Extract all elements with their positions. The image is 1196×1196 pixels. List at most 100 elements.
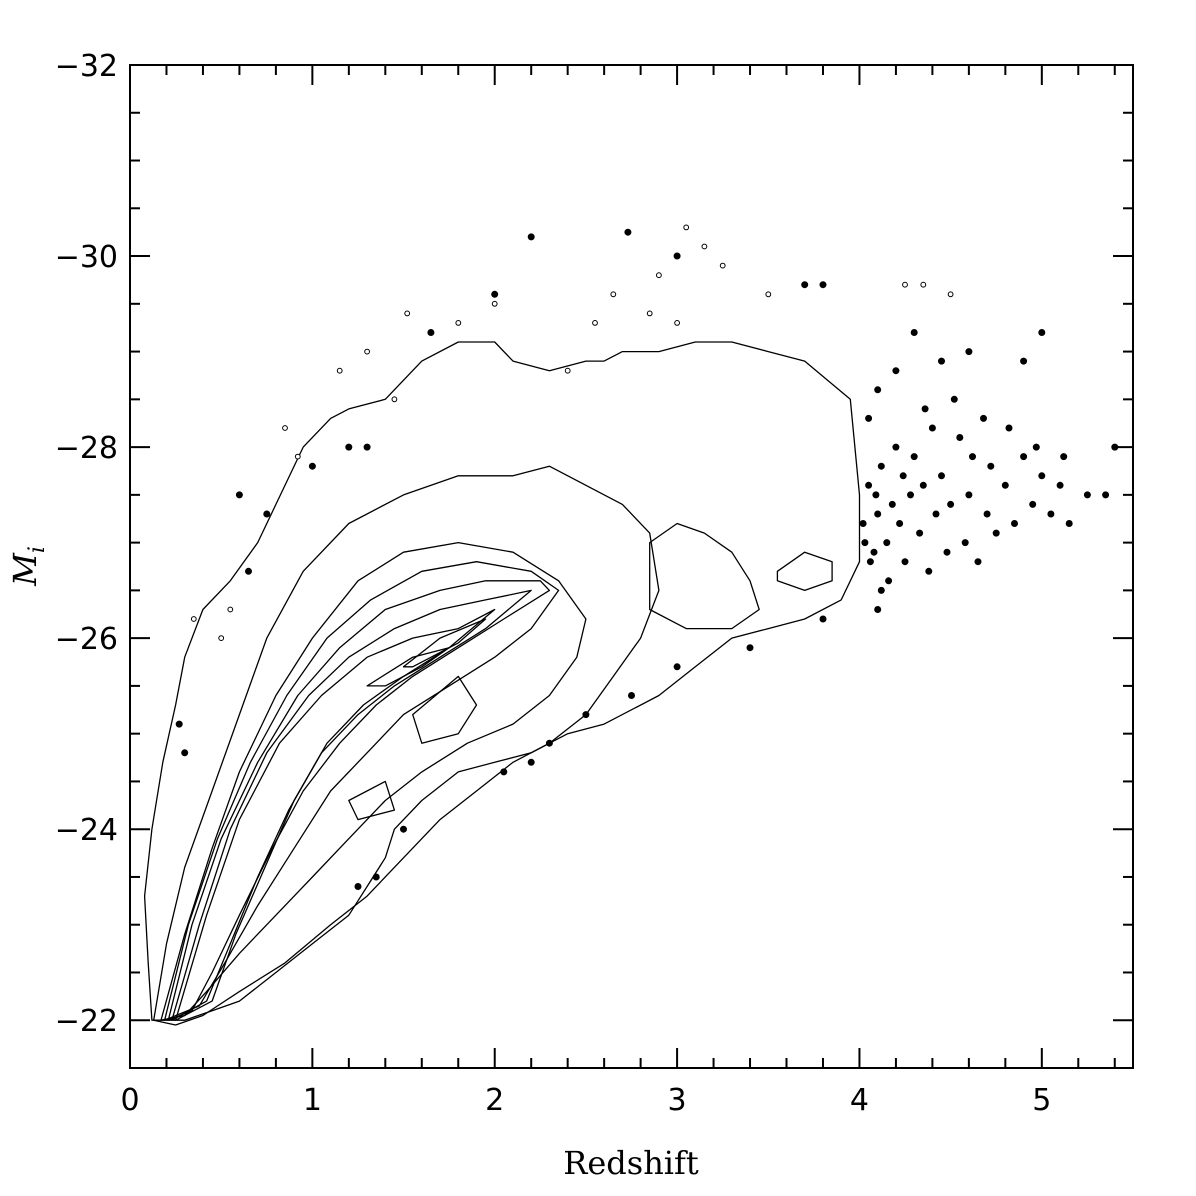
filled-point-36 <box>1065 520 1073 527</box>
filled-point-16 <box>928 424 936 432</box>
y-tick-label--24: −24 <box>55 813 118 848</box>
filled-point-15 <box>925 567 933 575</box>
filled-point-5 <box>877 462 885 470</box>
filled-point-83 <box>819 615 827 623</box>
y-tick-label--22: −22 <box>55 1004 118 1039</box>
filled-point-80 <box>628 692 635 699</box>
filled-point-72 <box>363 443 371 451</box>
filled-point-35 <box>1056 481 1064 489</box>
filled-point-38 <box>1102 491 1110 499</box>
open-point-7 <box>404 310 411 317</box>
x-tick-label-2: 2 <box>485 1083 504 1118</box>
filled-point-7 <box>888 500 896 508</box>
filled-point-18 <box>938 472 945 480</box>
filled-point-68 <box>263 510 271 518</box>
filled-point-17 <box>932 510 940 518</box>
x-tick-label-1: 1 <box>303 1083 322 1118</box>
filled-point-43 <box>910 329 918 336</box>
open-point-16 <box>701 243 708 250</box>
open-point-17 <box>719 262 726 269</box>
filled-point-78 <box>545 739 553 747</box>
open-point-13 <box>646 310 653 317</box>
y-axis-title-subscript: i <box>25 546 50 553</box>
filled-point-28 <box>992 529 1000 537</box>
contour-line-13 <box>776 551 833 592</box>
filled-point-63 <box>527 233 535 241</box>
svg-text:Mi: Mi <box>6 546 50 587</box>
filled-point-14 <box>919 481 927 489</box>
filled-point-82 <box>746 644 754 652</box>
open-point-9 <box>491 300 498 307</box>
y-tick-label--28: −28 <box>55 431 118 466</box>
filled-point-27 <box>987 462 995 470</box>
open-point-10 <box>564 367 571 374</box>
open-point-2 <box>282 425 288 431</box>
filled-point-21 <box>956 434 964 441</box>
filled-point-66 <box>427 329 435 336</box>
filled-point-8 <box>892 443 900 451</box>
open-point-12 <box>610 291 617 298</box>
filled-point-56 <box>980 414 987 422</box>
y-tick-label--30: −30 <box>55 240 118 275</box>
open-point-4 <box>336 367 343 374</box>
open-point-18 <box>674 320 680 326</box>
filled-point-81 <box>673 663 681 671</box>
contour-line-2 <box>153 465 660 1026</box>
x-axis-title: Redshift <box>563 1144 699 1182</box>
filled-point-12 <box>910 453 918 461</box>
filled-point-71 <box>345 443 353 451</box>
filled-point-30 <box>1011 520 1018 527</box>
filled-point-25 <box>974 558 982 566</box>
open-point-23 <box>218 635 225 641</box>
open-point-20 <box>902 281 908 288</box>
contour-line-10 <box>412 675 478 744</box>
contour-layer <box>143 341 861 1026</box>
filled-point-3 <box>870 548 878 556</box>
filled-point-52 <box>885 577 893 585</box>
contour-line-4 <box>163 561 560 1021</box>
y-axis-title-group: Mi <box>6 546 50 587</box>
filled-point-4 <box>874 510 882 518</box>
filled-point-29 <box>1001 481 1009 489</box>
open-point-14 <box>656 272 662 279</box>
contour-line-8 <box>366 647 450 687</box>
filled-point-54 <box>921 405 929 413</box>
filled-point-44 <box>938 357 945 365</box>
filled-point-47 <box>1038 329 1046 336</box>
x-tick-label-4: 4 <box>850 1083 869 1118</box>
open-point-15 <box>683 224 690 231</box>
filled-point-40 <box>865 414 873 422</box>
contour-line-7 <box>174 608 496 1021</box>
filled-point-32 <box>1029 500 1037 508</box>
open-point-24 <box>227 606 234 613</box>
filled-point-22 <box>961 539 969 547</box>
contour-line-9 <box>402 618 487 668</box>
y-axis-title: M <box>6 552 44 587</box>
filled-point-48 <box>861 539 869 547</box>
filled-point-41 <box>874 386 882 394</box>
filled-point-6 <box>883 539 891 547</box>
filled-point-1 <box>859 520 867 527</box>
axis-tick-labels: 0 1 2 3 4 5 −22 −24 −26 −28 −30 −32 <box>55 49 1052 1118</box>
filled-point-50 <box>872 491 880 499</box>
filled-point-58 <box>1032 443 1040 451</box>
filled-point-65 <box>491 290 499 298</box>
filled-point-42 <box>892 367 900 375</box>
open-point-8 <box>455 320 462 326</box>
filled-point-37 <box>1083 491 1091 499</box>
filled-point-60 <box>673 252 681 260</box>
filled-point-73 <box>181 749 189 757</box>
x-tick-label-5: 5 <box>1032 1083 1051 1118</box>
open-point-19 <box>765 291 772 298</box>
open-point-21 <box>920 281 927 288</box>
x-tick-label-3: 3 <box>668 1083 687 1118</box>
x-tick-label-0: 0 <box>120 1083 139 1118</box>
filled-point-67 <box>235 491 243 499</box>
filled-point-11 <box>907 491 914 499</box>
filled-point-13 <box>916 529 924 537</box>
filled-point-51 <box>877 586 885 594</box>
open-point-6 <box>391 396 398 403</box>
filled-point-34 <box>1047 510 1055 518</box>
filled-point-79 <box>582 711 590 719</box>
